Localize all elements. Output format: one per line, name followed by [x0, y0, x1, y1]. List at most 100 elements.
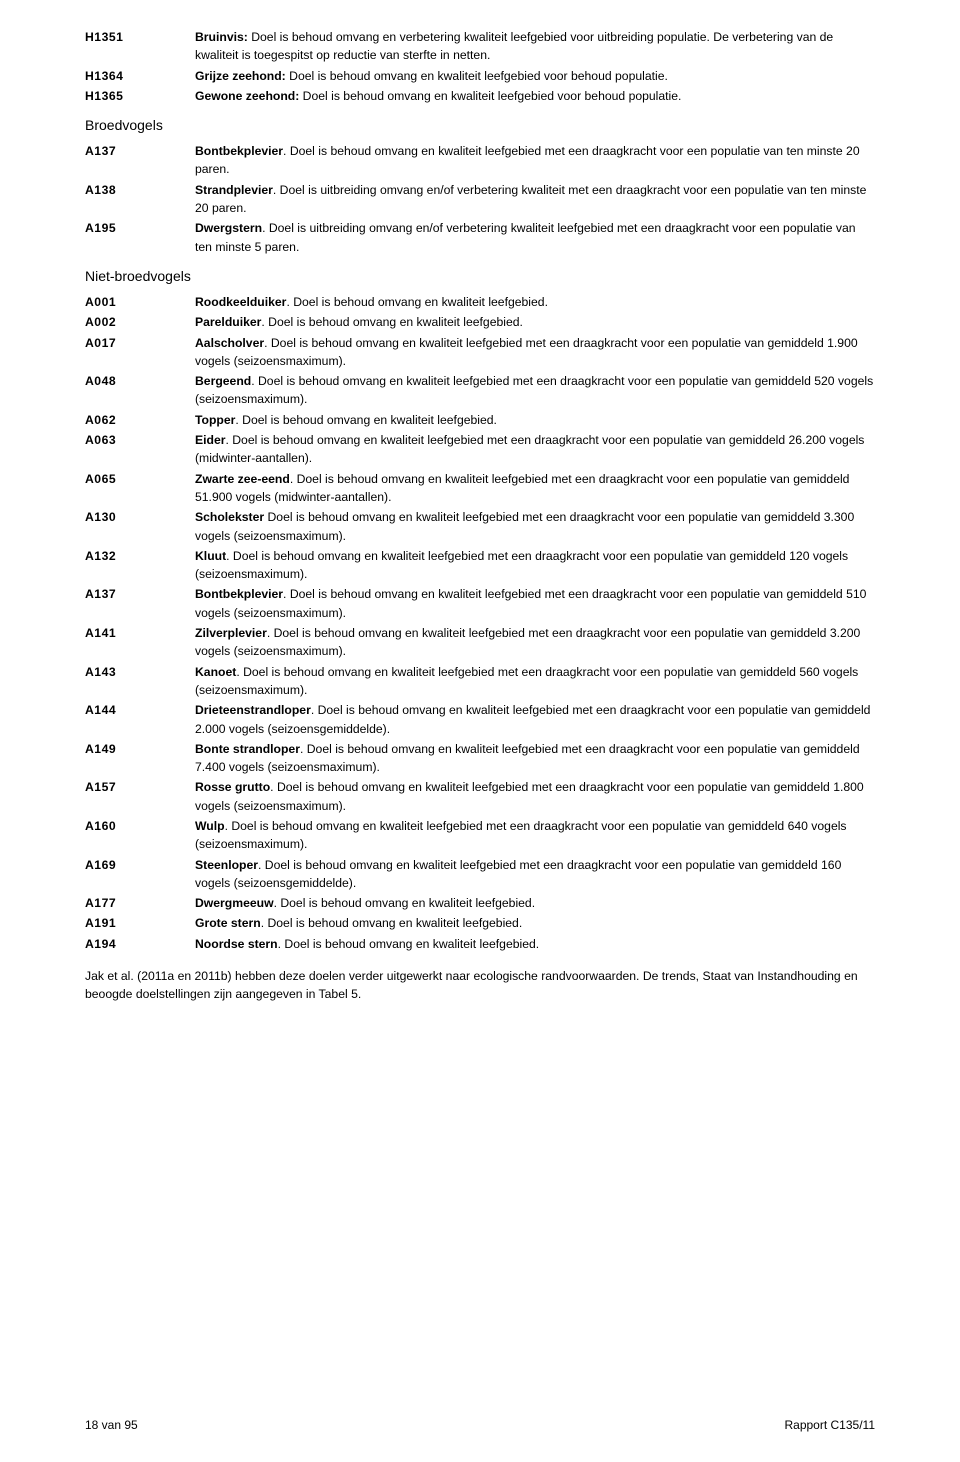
species-description: Bergeend. Doel is behoud omvang en kwali… [195, 372, 875, 409]
species-name: Roodkeelduiker [195, 295, 286, 309]
species-code: A132 [85, 547, 195, 584]
species-name: Noordse stern [195, 937, 278, 951]
species-name: Bonte strandloper [195, 742, 300, 756]
species-entry: A169Steenloper. Doel is behoud omvang en… [85, 856, 875, 893]
species-description: Zilverplevier. Doel is behoud omvang en … [195, 624, 875, 661]
species-name: Strandplevier [195, 183, 273, 197]
species-code: A169 [85, 856, 195, 893]
species-text: . Doel is behoud omvang en kwaliteit lee… [195, 626, 860, 658]
species-text: Doel is behoud omvang en kwaliteit leefg… [195, 510, 854, 542]
species-description: Grijze zeehond: Doel is behoud omvang en… [195, 67, 875, 85]
species-entry: A194Noordse stern. Doel is behoud omvang… [85, 935, 875, 953]
species-description: Drieteenstrandloper. Doel is behoud omva… [195, 701, 875, 738]
species-description: Steenloper. Doel is behoud omvang en kwa… [195, 856, 875, 893]
species-description: Strandplevier. Doel is uitbreiding omvan… [195, 181, 875, 218]
species-description: Wulp. Doel is behoud omvang en kwaliteit… [195, 817, 875, 854]
species-code: A194 [85, 935, 195, 953]
species-text: . Doel is uitbreiding omvang en/of verbe… [195, 221, 856, 253]
species-entry: A177Dwergmeeuw. Doel is behoud omvang en… [85, 894, 875, 912]
species-description: Dwergstern. Doel is uitbreiding omvang e… [195, 219, 875, 256]
species-entry: A143Kanoet. Doel is behoud omvang en kwa… [85, 663, 875, 700]
species-entry: A137Bontbekplevier. Doel is behoud omvan… [85, 142, 875, 179]
species-code: A141 [85, 624, 195, 661]
species-name: Parelduiker [195, 315, 261, 329]
species-entry: H1364Grijze zeehond: Doel is behoud omva… [85, 67, 875, 85]
species-description: Zwarte zee-eend. Doel is behoud omvang e… [195, 470, 875, 507]
footer-report-id: Rapport C135/11 [784, 1416, 875, 1434]
species-description: Gewone zeehond: Doel is behoud omvang en… [195, 87, 875, 105]
species-code: A001 [85, 293, 195, 311]
species-code: A137 [85, 142, 195, 179]
species-text: . Doel is behoud omvang en kwaliteit lee… [195, 144, 860, 176]
species-entry: A132Kluut. Doel is behoud omvang en kwal… [85, 547, 875, 584]
species-code: H1364 [85, 67, 195, 85]
species-code: A002 [85, 313, 195, 331]
species-code: A195 [85, 219, 195, 256]
species-description: Scholekster Doel is behoud omvang en kwa… [195, 508, 875, 545]
closing-paragraph: Jak et al. (2011a en 2011b) hebben deze … [85, 967, 875, 1004]
species-description: Grote stern. Doel is behoud omvang en kw… [195, 914, 875, 932]
species-text: . Doel is behoud omvang en kwaliteit lee… [195, 374, 873, 406]
species-name: Eider [195, 433, 225, 447]
species-name: Wulp [195, 819, 225, 833]
species-entry: A048Bergeend. Doel is behoud omvang en k… [85, 372, 875, 409]
page-footer: 18 van 95 Rapport C135/11 [85, 1416, 875, 1434]
species-name: Topper [195, 413, 235, 427]
species-entry: A017Aalscholver. Doel is behoud omvang e… [85, 334, 875, 371]
species-name: Steenloper [195, 858, 258, 872]
species-name: Zwarte zee-eend [195, 472, 290, 486]
species-code: A143 [85, 663, 195, 700]
species-text: . Doel is behoud omvang en kwaliteit lee… [278, 937, 540, 951]
species-name: Grote stern [195, 916, 261, 930]
species-code: A048 [85, 372, 195, 409]
species-entry: A002Parelduiker. Doel is behoud omvang e… [85, 313, 875, 331]
page: H1351Bruinvis: Doel is behoud omvang en … [0, 0, 960, 1462]
species-name: Aalscholver [195, 336, 264, 350]
species-text: . Doel is behoud omvang en kwaliteit lee… [286, 295, 548, 309]
species-code: A138 [85, 181, 195, 218]
species-text: Doel is behoud omvang en kwaliteit leefg… [286, 69, 668, 83]
species-code: H1351 [85, 28, 195, 65]
species-description: Bontbekplevier. Doel is behoud omvang en… [195, 585, 875, 622]
species-text: Doel is behoud omvang en kwaliteit leefg… [299, 89, 681, 103]
species-text: . Doel is behoud omvang en kwaliteit lee… [261, 916, 523, 930]
species-description: Kanoet. Doel is behoud omvang en kwalite… [195, 663, 875, 700]
species-description: Bruinvis: Doel is behoud omvang en verbe… [195, 28, 875, 65]
species-entry: H1351Bruinvis: Doel is behoud omvang en … [85, 28, 875, 65]
species-name: Bontbekplevier [195, 144, 283, 158]
species-description: Topper. Doel is behoud omvang en kwalite… [195, 411, 875, 429]
species-description: Bontbekplevier. Doel is behoud omvang en… [195, 142, 875, 179]
species-description: Kluut. Doel is behoud omvang en kwalitei… [195, 547, 875, 584]
species-text: . Doel is behoud omvang en kwaliteit lee… [195, 472, 849, 504]
species-text: . Doel is behoud omvang en kwaliteit lee… [195, 433, 864, 465]
species-text: . Doel is behoud omvang en kwaliteit lee… [261, 315, 523, 329]
species-description: Eider. Doel is behoud omvang en kwalitei… [195, 431, 875, 468]
species-name: Drieteenstrandloper [195, 703, 311, 717]
species-code: A065 [85, 470, 195, 507]
species-entry: A062Topper. Doel is behoud omvang en kwa… [85, 411, 875, 429]
species-entry: A195Dwergstern. Doel is uitbreiding omva… [85, 219, 875, 256]
species-text: . Doel is behoud omvang en kwaliteit lee… [195, 587, 866, 619]
species-code: H1365 [85, 87, 195, 105]
species-entry: A144Drieteenstrandloper. Doel is behoud … [85, 701, 875, 738]
species-text: . Doel is behoud omvang en kwaliteit lee… [235, 413, 497, 427]
species-text: . Doel is behoud omvang en kwaliteit lee… [195, 858, 841, 890]
species-code: A063 [85, 431, 195, 468]
species-name: Scholekster [195, 510, 264, 524]
species-name: Dwergstern [195, 221, 262, 235]
species-code: A149 [85, 740, 195, 777]
species-entry: A141Zilverplevier. Doel is behoud omvang… [85, 624, 875, 661]
species-name: Kanoet [195, 665, 236, 679]
species-name: Bruinvis: [195, 30, 248, 44]
species-description: Parelduiker. Doel is behoud omvang en kw… [195, 313, 875, 331]
species-code: A157 [85, 778, 195, 815]
species-entry: A149Bonte strandloper. Doel is behoud om… [85, 740, 875, 777]
section-heading-niet-broedvogels: Niet-broedvogels [85, 266, 875, 287]
species-name: Rosse grutto [195, 780, 270, 794]
species-text: . Doel is behoud omvang en kwaliteit lee… [195, 549, 848, 581]
species-code: A062 [85, 411, 195, 429]
footer-page-number: 18 van 95 [85, 1416, 138, 1434]
species-name: Dwergmeeuw [195, 896, 274, 910]
species-code: A191 [85, 914, 195, 932]
species-name: Bergeend [195, 374, 251, 388]
